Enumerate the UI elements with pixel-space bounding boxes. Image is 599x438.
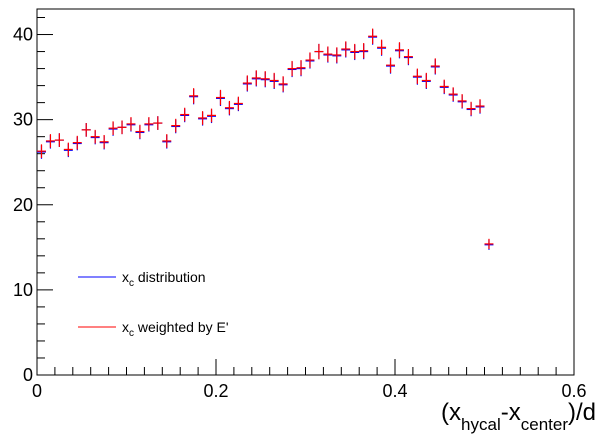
data-point: [45, 134, 55, 148]
legend-label-weighted-rest: weighted by E': [134, 319, 229, 335]
data-point: [332, 47, 342, 63]
data-point: [216, 89, 225, 106]
series-layer: [37, 28, 494, 250]
data-point: [484, 238, 494, 250]
data-point: [135, 124, 145, 139]
x-axis: 0 0.2 0.4 0.6: [32, 359, 587, 401]
legend-label-weighted-base: x: [122, 319, 129, 335]
y-tick-label: 10: [13, 280, 33, 300]
data-point: [126, 117, 136, 131]
x-tick-label: 0.4: [382, 381, 407, 401]
data-point: [377, 39, 387, 55]
data-point: [162, 134, 172, 148]
data-point: [233, 96, 243, 111]
data-point: [278, 76, 288, 92]
legend-label-weighted: xc weighted by E': [122, 319, 229, 339]
data-point: [475, 99, 485, 113]
data-point: [305, 52, 315, 68]
data-point: [260, 71, 270, 87]
legend-label-weighted-sub: c: [129, 328, 134, 339]
y-tick-label: 0: [23, 365, 33, 385]
x-axis-title-base: (x: [441, 399, 461, 426]
x-tick-label: 0.2: [203, 381, 228, 401]
x-axis-title: (xhycal-xcenter)/d: [441, 399, 596, 434]
y-axis: 0 10 20 30 40: [13, 17, 53, 385]
y-tick-label: 20: [13, 195, 33, 215]
data-point: [251, 70, 261, 86]
data-point: [395, 42, 404, 58]
x-axis-title-sub2: center: [521, 415, 569, 434]
data-point: [99, 134, 109, 149]
x-axis-title-mid: -x: [501, 399, 521, 426]
data-point: [144, 117, 154, 131]
data-point: [269, 72, 279, 89]
data-point: [314, 43, 324, 60]
data-point: [430, 58, 440, 74]
data-point: [386, 57, 395, 73]
legend-label-distribution-rest: distribution: [134, 269, 206, 285]
data-point: [439, 79, 449, 94]
data-point: [448, 87, 458, 101]
data-point: [350, 43, 360, 60]
data-point: [117, 120, 127, 135]
data-point: [81, 123, 91, 137]
y-tick-label: 30: [13, 110, 33, 130]
data-point: [403, 49, 413, 65]
data-point: [153, 116, 163, 130]
data-point: [466, 101, 476, 116]
data-point: [368, 28, 378, 44]
legend-label-distribution: xc distribution: [122, 269, 206, 289]
data-point: [421, 72, 431, 89]
data-point: [198, 111, 208, 125]
series-1: [37, 28, 494, 250]
data-point: [37, 144, 46, 158]
x-tick-label: 0: [32, 381, 42, 401]
data-point: [412, 68, 422, 84]
data-point: [72, 135, 82, 150]
data-point: [287, 60, 297, 77]
data-point: [90, 129, 100, 144]
data-point: [323, 46, 333, 62]
series-0: [37, 29, 494, 250]
x-axis-title-tail: )/d: [568, 399, 596, 426]
y-tick-label: 40: [13, 25, 33, 45]
data-point: [457, 94, 467, 108]
data-point: [108, 121, 118, 135]
data-point: [242, 75, 252, 91]
data-point: [180, 107, 190, 122]
data-point: [207, 108, 216, 123]
legend-label-distribution-base: x: [122, 269, 129, 285]
data-point: [224, 100, 234, 115]
data-point: [359, 43, 369, 59]
data-point: [296, 60, 306, 76]
data-point: [341, 41, 351, 57]
x-axis-title-sub1: hycal: [461, 415, 501, 434]
data-point: [54, 133, 64, 147]
plot-frame: [36, 8, 575, 376]
data-point: [189, 88, 199, 104]
legend-label-distribution-sub: c: [129, 278, 134, 289]
legend: xc distribution xc weighted by E': [78, 269, 229, 339]
x-tick-label: 0.6: [561, 381, 586, 401]
data-point: [63, 142, 73, 157]
data-point: [171, 118, 181, 133]
